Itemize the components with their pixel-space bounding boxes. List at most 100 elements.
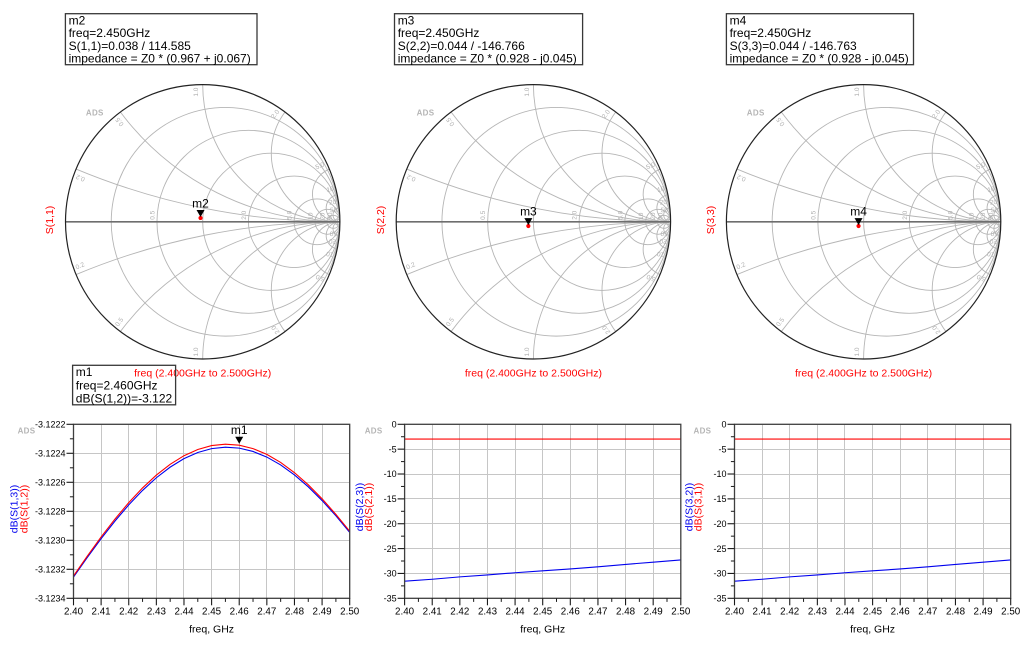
svg-text:impedance = Z0 * (0.928 - j0.0: impedance = Z0 * (0.928 - j0.045) — [730, 52, 909, 66]
svg-text:10: 10 — [326, 186, 335, 194]
svg-text:5.0: 5.0 — [976, 272, 987, 282]
svg-text:20: 20 — [329, 199, 337, 207]
svg-text:dB(S(2,1)): dB(S(2,1)) — [363, 483, 375, 531]
svg-text:0.5: 0.5 — [150, 210, 157, 219]
svg-text:-30: -30 — [713, 569, 726, 579]
svg-text:ADS: ADS — [86, 108, 104, 117]
svg-text:2.0: 2.0 — [902, 210, 909, 219]
svg-text:5.0: 5.0 — [975, 161, 986, 171]
svg-text:2.0: 2.0 — [241, 210, 248, 219]
svg-text:dB(S(1,2))=-3.122: dB(S(1,2))=-3.122 — [76, 392, 173, 406]
svg-text:2.47: 2.47 — [257, 607, 276, 618]
svg-text:-3.1230: -3.1230 — [35, 536, 66, 546]
svg-text:S(1,1): S(1,1) — [44, 206, 56, 235]
svg-text:freq=2.450GHz: freq=2.450GHz — [69, 26, 151, 40]
svg-text:S(1,1)=0.038 / 114.585: S(1,1)=0.038 / 114.585 — [69, 39, 192, 53]
svg-text:-3.1222: -3.1222 — [35, 420, 66, 430]
svg-text:m2: m2 — [69, 14, 86, 28]
svg-text:10: 10 — [308, 212, 315, 220]
svg-text:-3.1228: -3.1228 — [35, 507, 66, 517]
svg-text:50: 50 — [988, 212, 995, 220]
svg-text:5.0: 5.0 — [645, 272, 656, 282]
svg-text:20: 20 — [660, 199, 668, 207]
svg-text:5.0: 5.0 — [948, 210, 955, 219]
svg-text:-30: -30 — [384, 569, 397, 579]
svg-text:5.0: 5.0 — [315, 272, 326, 282]
svg-text:1.0: 1.0 — [854, 347, 861, 356]
svg-text:freq, GHz: freq, GHz — [850, 624, 895, 636]
svg-text:10: 10 — [657, 186, 666, 194]
svg-text:20: 20 — [990, 199, 998, 207]
svg-text:50: 50 — [990, 229, 998, 236]
svg-text:2.42: 2.42 — [780, 607, 799, 618]
svg-text:-3.1226: -3.1226 — [35, 478, 66, 488]
svg-text:50: 50 — [658, 212, 665, 220]
svg-text:2.48: 2.48 — [616, 607, 636, 618]
svg-text:m2: m2 — [192, 197, 209, 211]
svg-text:20: 20 — [989, 237, 997, 245]
svg-text:dB(S(2,3)): dB(S(2,3)) — [354, 483, 366, 531]
svg-text:S(3,3)=0.044 / -146.763: S(3,3)=0.044 / -146.763 — [730, 39, 857, 53]
svg-text:dB(S(3,1)): dB(S(3,1)) — [692, 483, 704, 531]
svg-text:5.0: 5.0 — [645, 161, 656, 171]
svg-text:2.47: 2.47 — [918, 607, 937, 618]
svg-text:-5: -5 — [389, 444, 397, 454]
svg-text:2.45: 2.45 — [202, 607, 222, 618]
svg-text:m4: m4 — [730, 14, 747, 28]
svg-text:2.49: 2.49 — [313, 607, 332, 618]
svg-text:m1: m1 — [76, 365, 93, 379]
svg-text:2.46: 2.46 — [230, 607, 250, 618]
svg-text:dB(S(1,3)): dB(S(1,3)) — [9, 485, 21, 533]
svg-text:2.42: 2.42 — [119, 607, 138, 618]
svg-text:10: 10 — [656, 249, 665, 257]
svg-text:10: 10 — [987, 186, 996, 194]
svg-text:50: 50 — [329, 229, 337, 236]
svg-text:2.40: 2.40 — [395, 607, 415, 618]
svg-text:50: 50 — [661, 207, 669, 214]
svg-text:-10: -10 — [713, 469, 726, 479]
svg-text:2.49: 2.49 — [644, 607, 663, 618]
svg-text:5.0: 5.0 — [287, 210, 294, 219]
svg-text:impedance = Z0 * (0.967 + j0.0: impedance = Z0 * (0.967 + j0.067) — [69, 52, 251, 66]
svg-text:2.49: 2.49 — [974, 607, 993, 618]
svg-text:2.44: 2.44 — [835, 607, 855, 618]
svg-text:-3.1224: -3.1224 — [35, 449, 66, 459]
svg-text:impedance = Z0 * (0.928 - j0.0: impedance = Z0 * (0.928 - j0.045) — [398, 52, 577, 66]
svg-text:2.45: 2.45 — [533, 607, 553, 618]
svg-text:2.46: 2.46 — [891, 607, 911, 618]
svg-text:freq=2.450GHz: freq=2.450GHz — [730, 26, 812, 40]
svg-text:2.47: 2.47 — [588, 607, 607, 618]
svg-text:2.0: 2.0 — [270, 108, 281, 120]
svg-text:0.5: 0.5 — [480, 210, 487, 219]
svg-text:0.2: 0.2 — [736, 261, 747, 271]
svg-text:2.50: 2.50 — [671, 607, 691, 618]
svg-text:1.0: 1.0 — [193, 87, 200, 96]
svg-text:20: 20 — [650, 212, 657, 220]
svg-text:2.42: 2.42 — [450, 607, 469, 618]
svg-text:-25: -25 — [713, 544, 726, 554]
svg-text:20: 20 — [319, 212, 326, 220]
svg-text:2.40: 2.40 — [64, 607, 84, 618]
svg-text:50: 50 — [330, 207, 338, 214]
svg-text:2.41: 2.41 — [423, 607, 442, 618]
svg-text:-15: -15 — [713, 494, 726, 504]
svg-text:0.2: 0.2 — [736, 172, 747, 182]
svg-text:2.48: 2.48 — [946, 607, 966, 618]
svg-text:50: 50 — [327, 212, 334, 220]
svg-text:dB(S(1,2)): dB(S(1,2)) — [18, 485, 30, 533]
svg-text:5.0: 5.0 — [315, 161, 326, 171]
svg-text:ADS: ADS — [417, 108, 435, 117]
svg-text:freq (2.400GHz to 2.500GHz): freq (2.400GHz to 2.500GHz) — [134, 368, 271, 380]
svg-text:-20: -20 — [384, 519, 397, 529]
svg-text:-5: -5 — [718, 444, 726, 454]
svg-text:20: 20 — [328, 237, 336, 245]
svg-text:0.5: 0.5 — [810, 210, 817, 219]
svg-text:0.5: 0.5 — [114, 316, 125, 328]
svg-text:m4: m4 — [850, 205, 867, 219]
svg-text:1.0: 1.0 — [524, 87, 531, 96]
svg-text:-10: -10 — [384, 469, 397, 479]
svg-text:0.5: 0.5 — [445, 116, 456, 128]
svg-text:2.44: 2.44 — [506, 607, 526, 618]
svg-text:freq (2.400GHz to 2.500GHz): freq (2.400GHz to 2.500GHz) — [795, 368, 932, 380]
svg-text:2.0: 2.0 — [572, 210, 579, 219]
